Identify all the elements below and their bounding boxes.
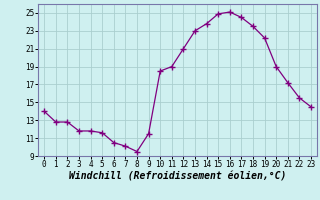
X-axis label: Windchill (Refroidissement éolien,°C): Windchill (Refroidissement éolien,°C)	[69, 172, 286, 182]
